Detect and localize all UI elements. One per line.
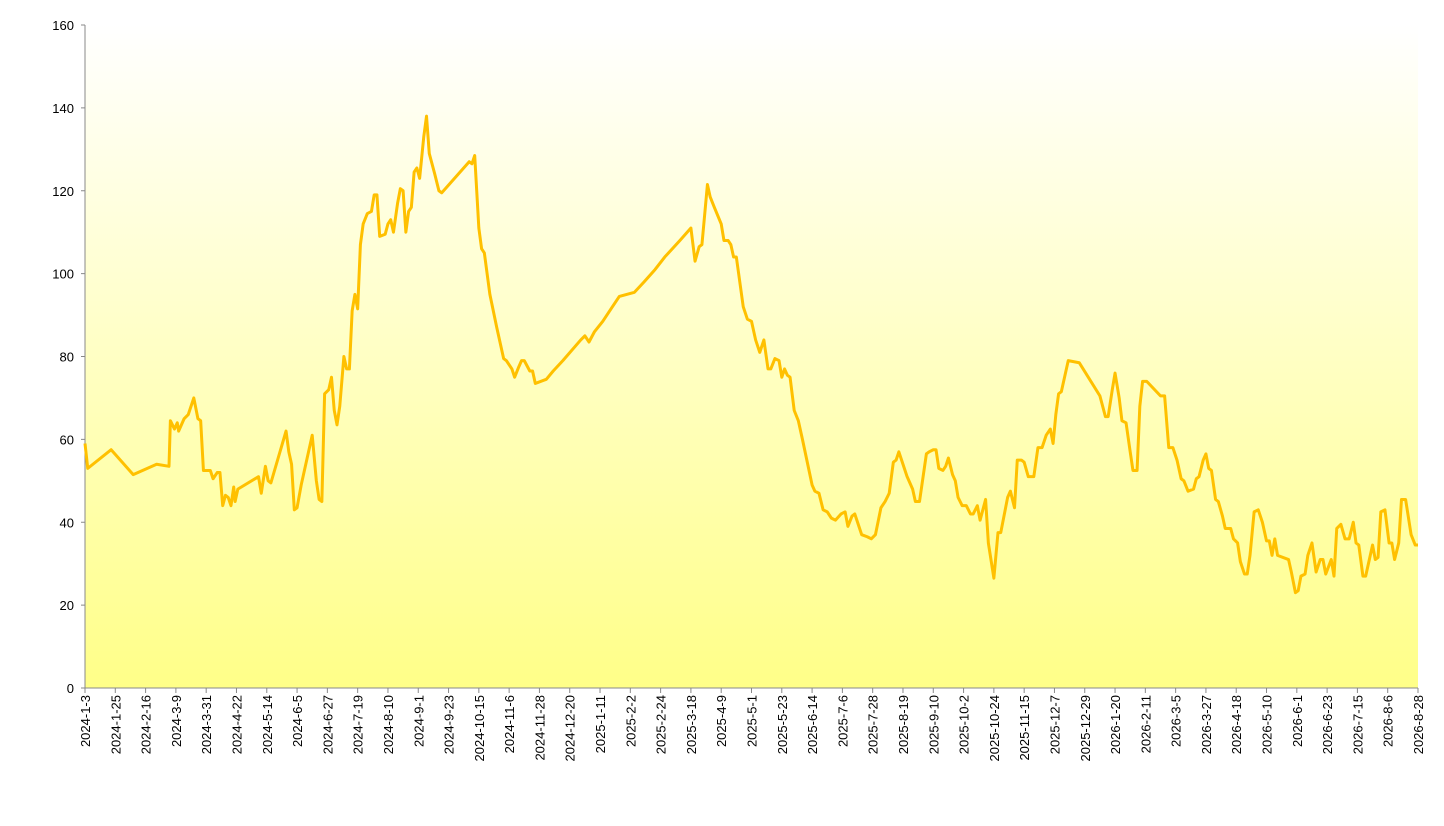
x-tick-label: 2026-2-11 bbox=[1138, 695, 1153, 753]
x-tick-label: 2025-2-24 bbox=[654, 695, 669, 754]
x-tick-label: 2024-6-27 bbox=[320, 695, 335, 754]
x-tick-label: 2025-12-7 bbox=[1047, 695, 1062, 754]
x-tick-label: 2024-12-20 bbox=[563, 695, 578, 762]
x-tick-label: 2024-9-1 bbox=[411, 695, 426, 747]
x-tick-label: 2026-3-27 bbox=[1199, 695, 1214, 754]
x-tick-label: 2026-1-20 bbox=[1108, 695, 1123, 754]
x-tick-label: 2025-1-11 bbox=[593, 695, 608, 753]
y-tick-label: 20 bbox=[60, 598, 74, 613]
y-tick-label: 40 bbox=[60, 515, 74, 530]
y-tick-label: 80 bbox=[60, 350, 74, 365]
x-tick-label: 2024-7-19 bbox=[351, 695, 366, 754]
y-tick-label: 160 bbox=[52, 18, 74, 33]
x-tick-label: 2025-7-28 bbox=[866, 695, 881, 754]
x-tick-label: 2025-9-10 bbox=[926, 695, 941, 754]
x-tick-label: 2025-5-23 bbox=[775, 695, 790, 754]
y-tick-label: 120 bbox=[52, 184, 74, 199]
x-tick-label: 2025-6-14 bbox=[805, 695, 820, 754]
x-tick-label: 2026-7-15 bbox=[1350, 695, 1365, 754]
x-tick-label: 2025-8-19 bbox=[896, 695, 911, 754]
x-tick-label: 2024-3-9 bbox=[169, 695, 184, 747]
x-tick-label: 2024-11-28 bbox=[532, 695, 547, 761]
x-tick-label: 2024-6-5 bbox=[290, 695, 305, 747]
plot-area bbox=[85, 25, 1418, 688]
x-tick-label: 2025-2-2 bbox=[623, 695, 638, 747]
x-tick-label: 2025-5-1 bbox=[745, 695, 760, 747]
x-tick-label: 2024-9-23 bbox=[442, 695, 457, 754]
x-tick-label: 2026-6-1 bbox=[1290, 695, 1305, 747]
x-tick-label: 2024-2-16 bbox=[139, 695, 154, 754]
x-tick-label: 2024-1-3 bbox=[78, 695, 93, 747]
y-tick-label: 60 bbox=[60, 432, 74, 447]
x-tick-label: 2024-1-25 bbox=[108, 695, 123, 754]
x-tick-label: 2025-11-15 bbox=[1017, 695, 1032, 761]
x-tick-label: 2024-5-14 bbox=[260, 695, 275, 754]
y-tick-label: 0 bbox=[67, 681, 74, 696]
x-tick-label: 2025-7-6 bbox=[835, 695, 850, 747]
line bbox=[83, 114, 1418, 595]
x-tick-label: 2026-8-6 bbox=[1381, 695, 1396, 747]
x-tick-label: 2024-8-10 bbox=[381, 695, 396, 754]
x-tick-label: 2026-5-10 bbox=[1260, 695, 1275, 754]
y-tick-label: 140 bbox=[52, 101, 74, 116]
x-tick-label: 2026-6-23 bbox=[1320, 695, 1335, 754]
x-tick-label: 2024-3-31 bbox=[199, 695, 214, 754]
x-tick-label: 2026-8-28 bbox=[1411, 695, 1426, 754]
x-tick-label: 2025-4-9 bbox=[714, 695, 729, 747]
x-tick-label: 2026-3-5 bbox=[1169, 695, 1184, 747]
x-tick-label: 2024-4-22 bbox=[229, 695, 244, 754]
x-tick-label: 2024-10-15 bbox=[472, 695, 487, 762]
x-tick-label: 2025-10-2 bbox=[957, 695, 972, 754]
x-tick-label: 2024-11-6 bbox=[502, 695, 517, 753]
y-tick-label: 100 bbox=[52, 267, 74, 282]
x-tick-label: 2025-3-18 bbox=[684, 695, 699, 754]
x-tick-label: 2026-4-18 bbox=[1229, 695, 1244, 754]
x-tick-label: 2025-10-24 bbox=[987, 695, 1002, 762]
x-tick-label: 2025-12-29 bbox=[1078, 695, 1093, 762]
